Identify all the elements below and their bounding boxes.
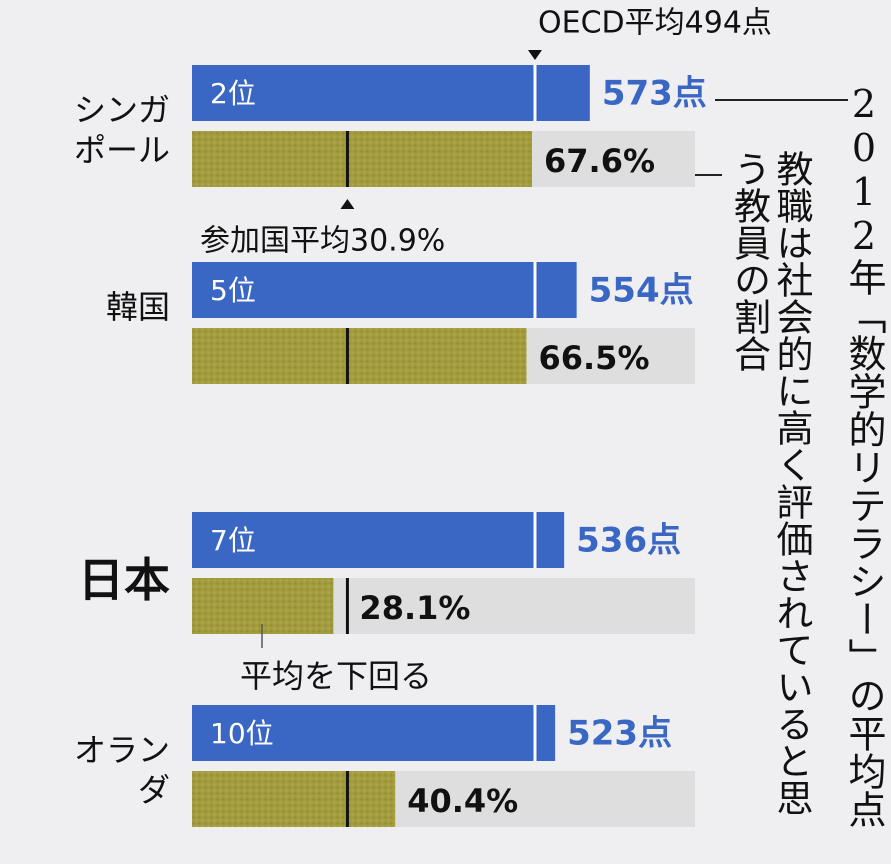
- rank-label: 2位: [210, 77, 256, 110]
- annotation: 平均を下回る: [240, 657, 432, 695]
- series-name: 教職は社会的に高く評価されていると思う教員の割合: [727, 150, 813, 816]
- bar: [192, 65, 590, 121]
- category-label: オランダ: [73, 731, 170, 809]
- reference-marker: [527, 50, 542, 60]
- bar: [192, 771, 396, 827]
- rank-label: 10位: [210, 717, 274, 750]
- reference-marker: [340, 199, 355, 209]
- value-label: 66.5%: [538, 339, 649, 377]
- reference-label: 参加国平均30.9%: [200, 224, 445, 259]
- rank-label: 5位: [210, 274, 256, 307]
- reference-label: OECD平均494点: [538, 6, 772, 41]
- bar: [192, 705, 556, 761]
- value-label: 28.1%: [359, 589, 470, 627]
- value-label: 523点: [567, 714, 672, 754]
- category-label: シンガポール: [73, 91, 170, 169]
- category-label: 韓国: [105, 288, 170, 326]
- bar: [192, 512, 565, 568]
- value-label: 554点: [589, 271, 694, 311]
- bar: [192, 328, 527, 384]
- value-label: 40.4%: [407, 782, 518, 820]
- category-label: 日本: [78, 553, 170, 607]
- value-label: 67.6%: [544, 142, 655, 180]
- bar: [192, 262, 577, 318]
- rank-label: 7位: [210, 524, 256, 557]
- bar: [192, 131, 533, 187]
- series-name: 2012年「数学的リテラシー」の平均点: [842, 82, 886, 828]
- value-label: 536点: [576, 521, 681, 561]
- value-label: 573点: [602, 74, 707, 114]
